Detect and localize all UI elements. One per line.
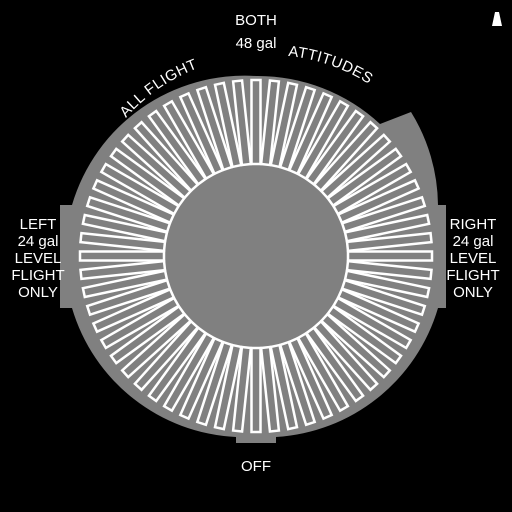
grip-slot	[250, 78, 262, 166]
grip-slot	[269, 343, 299, 431]
knob-hub	[166, 166, 346, 346]
position-both-title: BOTH	[235, 12, 277, 29]
grip-slot	[250, 346, 262, 434]
grip-slot	[162, 99, 216, 181]
grip-slot	[81, 269, 169, 299]
grip-slot	[278, 85, 317, 172]
grip-slot	[147, 109, 208, 186]
grip-slot	[78, 250, 166, 262]
grip-slot	[120, 312, 193, 379]
position-right-note-2: FLIGHT	[446, 267, 500, 284]
grip-slot	[331, 162, 413, 216]
grip-slot	[213, 343, 243, 431]
position-left[interactable]: LEFT 24 gal LEVEL FLIGHT ONLY	[8, 216, 68, 301]
grip-slot	[79, 231, 167, 253]
position-left-capacity: 24 gal	[17, 233, 59, 250]
grip-slot	[312, 120, 379, 193]
grip-slot	[345, 259, 433, 281]
grip-slot	[269, 81, 299, 169]
grip-slot	[343, 269, 431, 299]
grip-slot	[287, 336, 334, 421]
grip-slot	[85, 278, 172, 317]
grip-slot	[133, 120, 200, 193]
grip-slot	[319, 312, 392, 379]
grip-slot	[195, 85, 234, 172]
position-off-label: OFF	[241, 458, 271, 475]
grip-slot	[99, 162, 181, 216]
grip-slot	[85, 195, 172, 234]
pointer-indicator-icon	[492, 12, 502, 26]
position-right-title: RIGHT	[449, 216, 497, 233]
grip-slot	[343, 213, 431, 243]
grip-slot	[133, 319, 200, 392]
position-right-capacity: 24 gal	[452, 233, 494, 250]
position-both[interactable]: BOTH 48 gal	[226, 12, 286, 52]
grip-slot	[304, 326, 365, 403]
grip-slot	[109, 304, 186, 365]
grip-slot	[287, 91, 334, 176]
arc-label-attitudes: ATTITUDES	[288, 43, 377, 88]
grip-slot	[162, 331, 216, 413]
grip-slot	[336, 178, 421, 225]
position-left-note-3: ONLY	[18, 284, 58, 301]
position-left-title: LEFT	[19, 216, 57, 233]
grip-slot	[346, 250, 434, 262]
grip-slot	[195, 340, 234, 427]
grip-slot	[81, 213, 169, 243]
grip-slot	[178, 336, 225, 421]
grip-slot	[331, 296, 413, 350]
grip-slot	[79, 259, 167, 281]
grip-ring	[78, 78, 434, 434]
grip-slot	[304, 109, 365, 186]
position-right-note-1: LEVEL	[449, 250, 497, 267]
grip-slot	[259, 79, 281, 167]
grip-slot	[147, 326, 208, 403]
grip-slot	[340, 195, 427, 234]
grip-slot	[259, 345, 281, 433]
grip-slot	[326, 304, 403, 365]
position-right-note-3: ONLY	[453, 284, 493, 301]
grip-slot	[340, 278, 427, 317]
grip-slot	[296, 99, 350, 181]
grip-slot	[326, 147, 403, 208]
position-left-note-1: LEVEL	[14, 250, 62, 267]
position-both-capacity: 48 gal	[235, 35, 277, 52]
grip-slot	[91, 178, 176, 225]
grip-slot	[99, 296, 181, 350]
position-off[interactable]: OFF	[226, 458, 286, 475]
grip-slot	[109, 147, 186, 208]
grip-slot	[345, 231, 433, 253]
grip-slot	[312, 319, 379, 392]
grip-slot	[178, 91, 225, 176]
grip-slot	[336, 287, 421, 334]
grip-slot	[231, 79, 253, 167]
position-right[interactable]: RIGHT 24 gal LEVEL FLIGHT ONLY	[442, 216, 504, 301]
position-left-note-2: FLIGHT	[11, 267, 65, 284]
grip-slot	[278, 340, 317, 427]
grip-slot	[120, 133, 193, 200]
grip-slot	[231, 345, 253, 433]
grip-slot	[213, 81, 243, 169]
grip-slot	[91, 287, 176, 334]
grip-slot	[319, 133, 392, 200]
grip-slot	[296, 331, 350, 413]
